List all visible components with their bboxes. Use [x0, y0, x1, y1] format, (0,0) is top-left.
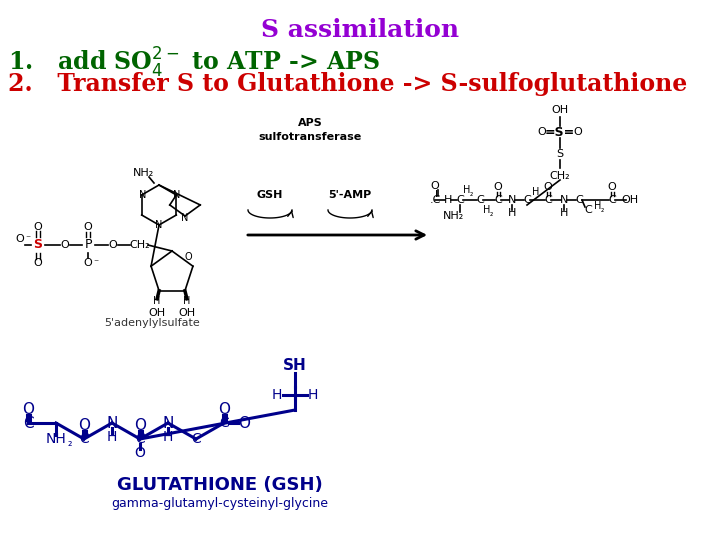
Text: OH: OH	[621, 195, 639, 205]
Text: O: O	[218, 402, 230, 416]
Text: H: H	[560, 208, 568, 218]
Text: H: H	[594, 201, 602, 211]
Text: N: N	[139, 190, 146, 200]
Text: O: O	[16, 234, 24, 244]
Text: O: O	[135, 446, 145, 460]
Text: S: S	[557, 149, 564, 159]
Text: O: O	[84, 258, 92, 268]
Text: O: O	[34, 222, 42, 232]
Text: O: O	[84, 222, 92, 232]
Text: OH: OH	[552, 105, 569, 115]
Text: C: C	[608, 195, 616, 205]
Text: CH₂: CH₂	[549, 171, 570, 181]
Text: O: O	[574, 127, 582, 137]
Text: O: O	[60, 240, 69, 250]
Text: C: C	[79, 432, 89, 446]
Text: N: N	[162, 415, 174, 430]
Text: C: C	[575, 195, 583, 205]
Text: OH: OH	[179, 308, 196, 318]
Text: ₂: ₂	[469, 190, 472, 199]
Text: ₂: ₂	[490, 210, 492, 219]
Text: O: O	[608, 182, 616, 192]
Text: ₂: ₂	[600, 206, 603, 214]
Text: GLUTATHIONE (GSH): GLUTATHIONE (GSH)	[117, 476, 323, 494]
Text: H: H	[163, 430, 174, 444]
Text: O: O	[34, 258, 42, 268]
Text: P: P	[84, 239, 91, 252]
Text: C: C	[191, 432, 201, 446]
Text: N: N	[156, 220, 163, 230]
Text: N: N	[107, 415, 117, 430]
Text: =S=: =S=	[545, 125, 575, 138]
Text: H: H	[153, 296, 161, 306]
Text: N: N	[560, 195, 568, 205]
Text: O: O	[134, 417, 146, 433]
Text: N: N	[181, 213, 189, 223]
Text: O: O	[544, 182, 552, 192]
Text: ₂: ₂	[68, 438, 72, 448]
Text: C: C	[494, 195, 502, 205]
Text: ⁻: ⁻	[25, 234, 30, 244]
Text: NH₂: NH₂	[133, 168, 155, 178]
Text: 2.   Transfer S to Glutathione -> S-sulfoglutathione: 2. Transfer S to Glutathione -> S-sulfog…	[8, 72, 688, 96]
Text: C: C	[219, 416, 229, 430]
Text: NH: NH	[45, 432, 66, 446]
Text: ⁻: ⁻	[94, 258, 99, 268]
Text: C: C	[476, 195, 484, 205]
Text: H: H	[483, 205, 491, 215]
Text: O: O	[109, 240, 117, 250]
Text: H: H	[107, 430, 117, 444]
Text: O: O	[431, 181, 439, 191]
Text: S assimilation: S assimilation	[261, 18, 459, 42]
Text: C: C	[135, 432, 145, 446]
Text: C: C	[523, 195, 531, 205]
Text: N: N	[173, 190, 180, 200]
Text: H: H	[184, 296, 191, 306]
Text: NH₂: NH₂	[444, 211, 464, 221]
Text: GSH: GSH	[257, 190, 283, 200]
Text: CH₂: CH₂	[130, 240, 150, 250]
Text: N: N	[508, 195, 516, 205]
Text: O: O	[184, 252, 192, 261]
Text: H: H	[463, 185, 471, 195]
Text: C: C	[584, 205, 592, 215]
Text: H: H	[308, 388, 318, 402]
Text: O: O	[238, 415, 250, 430]
Text: C: C	[544, 195, 552, 205]
Text: H: H	[532, 187, 540, 197]
Text: gamma-glutamyl-cysteinyl-glycine: gamma-glutamyl-cysteinyl-glycine	[112, 496, 328, 510]
Text: C: C	[456, 195, 464, 205]
Text: O: O	[538, 127, 546, 137]
Text: OH: OH	[148, 308, 166, 318]
Text: 5'adenylylsulfate: 5'adenylylsulfate	[104, 318, 200, 328]
Text: APS
sulfotransferase: APS sulfotransferase	[258, 118, 361, 142]
Text: O: O	[494, 182, 503, 192]
Text: S: S	[34, 239, 42, 252]
Text: SH: SH	[283, 357, 307, 373]
Text: 5'-AMP: 5'-AMP	[328, 190, 372, 200]
Text: H: H	[272, 388, 282, 402]
Text: H: H	[508, 208, 516, 218]
Text: 1.   add SO$_4^{2-}$ to ATP -> APS: 1. add SO$_4^{2-}$ to ATP -> APS	[8, 46, 380, 80]
Text: C: C	[23, 415, 33, 430]
Text: .C: .C	[430, 195, 441, 205]
Text: O: O	[22, 402, 34, 416]
Text: O: O	[78, 417, 90, 433]
Text: H: H	[444, 195, 452, 205]
